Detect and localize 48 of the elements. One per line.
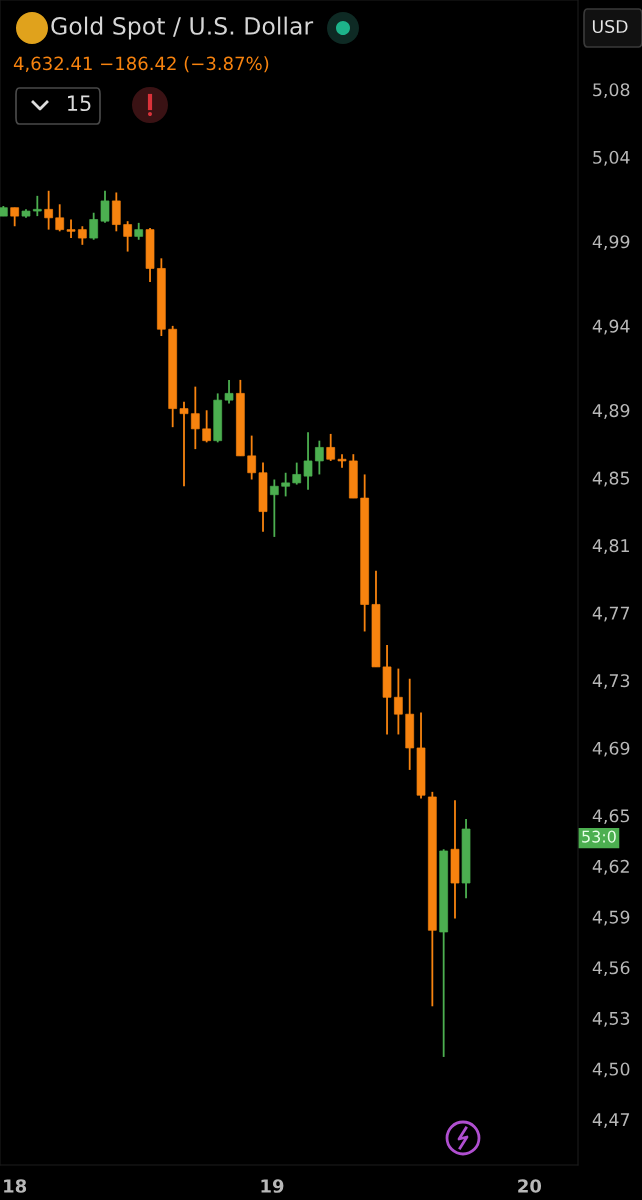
y-tick-label: 5,04 [593, 150, 630, 166]
x-tick-label: 19 [261, 1179, 284, 1193]
candlestick [270, 478, 279, 538]
candlestick [326, 433, 336, 462]
candlestick [78, 225, 87, 246]
y-tick-label: 4,85 [592, 471, 630, 487]
y-tick-label: 5,08 [593, 83, 630, 99]
candlestick [100, 189, 110, 224]
y-tick-label: 4,77 [592, 606, 630, 622]
y-tick-label: 4,50 [592, 1062, 630, 1078]
candlestick [111, 191, 121, 233]
text: 53:0 [582, 830, 616, 843]
y-tick-label: 4,59 [592, 910, 630, 926]
candlestick [281, 471, 290, 498]
candlestick [32, 194, 42, 218]
y-tick-label: 4,56 [592, 961, 630, 977]
candlestick [10, 206, 19, 228]
x-tick-label: 20 [518, 1179, 542, 1193]
candlestick [337, 453, 347, 469]
y-tick-label: 4,73 [592, 674, 630, 690]
y-tick-label: 4,94 [592, 319, 630, 335]
candlestick [179, 400, 189, 488]
x-tick-label: 18 [4, 1179, 27, 1193]
y-tick-label: 4,62 [592, 859, 629, 875]
candlestick [190, 385, 200, 451]
y-tick-label: 4,89 [592, 403, 630, 419]
candlestick [394, 667, 403, 736]
y-tick-label: 4,99 [592, 235, 630, 251]
candlestick [224, 378, 234, 405]
candlestick [247, 434, 257, 481]
y-tick-label: 4,81 [592, 539, 629, 554]
candlestick [44, 189, 53, 231]
candlestick [303, 431, 313, 491]
y-tick-label: 4,65 [592, 809, 630, 825]
text: USD [592, 19, 628, 34]
annotation: 15 [68, 95, 91, 112]
text: 4,632.41 −186.42 (−3.87%) [13, 56, 269, 73]
y-tick-label: 4,69 [592, 741, 630, 757]
candlestick [66, 218, 76, 239]
candlestick [315, 439, 324, 476]
candlestick [55, 203, 65, 233]
y-tick-label: 4,47 [592, 1113, 630, 1129]
candlestick [123, 220, 132, 253]
candlestick [202, 409, 211, 444]
candlestick [89, 211, 99, 241]
candlestick [292, 461, 302, 486]
text: Gold Spot / U.S. Dollar [51, 16, 314, 40]
y-tick-label: 4,53 [592, 1011, 630, 1027]
